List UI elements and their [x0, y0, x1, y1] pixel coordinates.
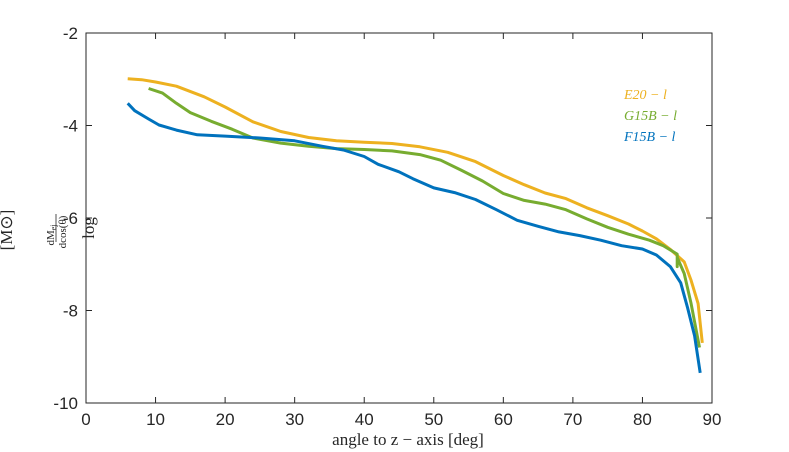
y-axis-label-frac-den: dcos(θ) [57, 215, 69, 248]
x-axis-label: angle to z − axis [deg] [332, 430, 484, 449]
y-tick-label: -4 [63, 117, 78, 136]
legend-entry-0: E20 − l [623, 88, 667, 103]
y-tick-label: -2 [63, 24, 78, 43]
x-tick-label: 10 [146, 410, 165, 429]
x-tick-label: 80 [633, 410, 652, 429]
y-tick-label: -8 [63, 302, 78, 321]
y-axis-label-ej: ej [49, 224, 58, 230]
tick-marks: 0 10 20 30 40 50 60 70 80 90 -2 -4 -6 -8 -10 [53, 24, 721, 429]
y-axis-label-frac-num: dMej [45, 224, 58, 245]
y-axis-label: log dMej dcos(θ) [M⊙] [0, 210, 98, 251]
series-lines [126, 77, 704, 374]
x-tick-label: 30 [285, 410, 304, 429]
x-tick-label: 20 [216, 410, 235, 429]
x-tick-label: 70 [563, 410, 582, 429]
y-tick-label: -6 [63, 209, 78, 228]
y-axis-label-prefix: log [79, 217, 98, 239]
x-tick-label: 0 [81, 410, 90, 429]
y-axis-label-unit: [M⊙] [0, 210, 16, 251]
y-axis-label-dm: dM [45, 230, 57, 246]
legend-entry-2: F15B − l [623, 130, 676, 145]
x-tick-label: 60 [494, 410, 513, 429]
legend: E20 − l G15B − l F15B − l [623, 88, 677, 145]
x-tick-label: 40 [355, 410, 374, 429]
series-line-1 [148, 87, 701, 348]
series-line-2 [126, 102, 702, 374]
y-tick-label: -10 [53, 394, 78, 413]
series-line-0 [127, 77, 704, 344]
x-tick-label: 50 [424, 410, 443, 429]
legend-entry-1: G15B − l [624, 109, 677, 124]
x-tick-label: 90 [703, 410, 722, 429]
